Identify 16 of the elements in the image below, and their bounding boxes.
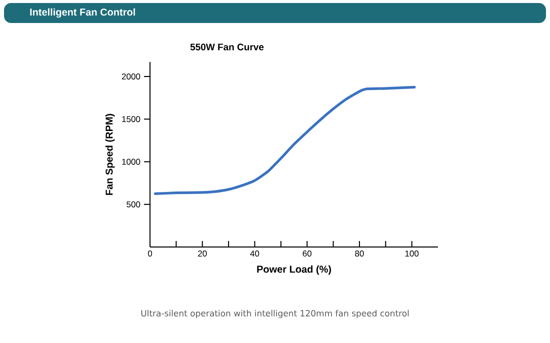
x-tick-label: 80 xyxy=(355,250,364,257)
text: Ultra-silent operation with intelligent 120mm fan speed control xyxy=(141,310,409,318)
x-tick-label: 60 xyxy=(302,250,312,257)
x-tick-label: 0 xyxy=(148,250,152,257)
y-tick-label: 1500 xyxy=(122,116,140,122)
x-axis-title: Power Load (%) xyxy=(257,265,332,275)
x-tick-label: 20 xyxy=(198,250,207,257)
y-tick-label: 1000 xyxy=(122,158,140,165)
chart-title: 550W Fan Curve xyxy=(190,44,264,50)
y-tick-label: 2000 xyxy=(122,73,140,80)
x-tick-label: 100 xyxy=(405,250,419,257)
x-tick-label: 40 xyxy=(250,250,260,257)
y-tick-label: 500 xyxy=(126,201,140,208)
text: Intelligent Fan Control xyxy=(30,8,135,18)
line-series xyxy=(154,86,416,196)
y-axis-title: Fan Speed (RPM) xyxy=(105,114,115,195)
